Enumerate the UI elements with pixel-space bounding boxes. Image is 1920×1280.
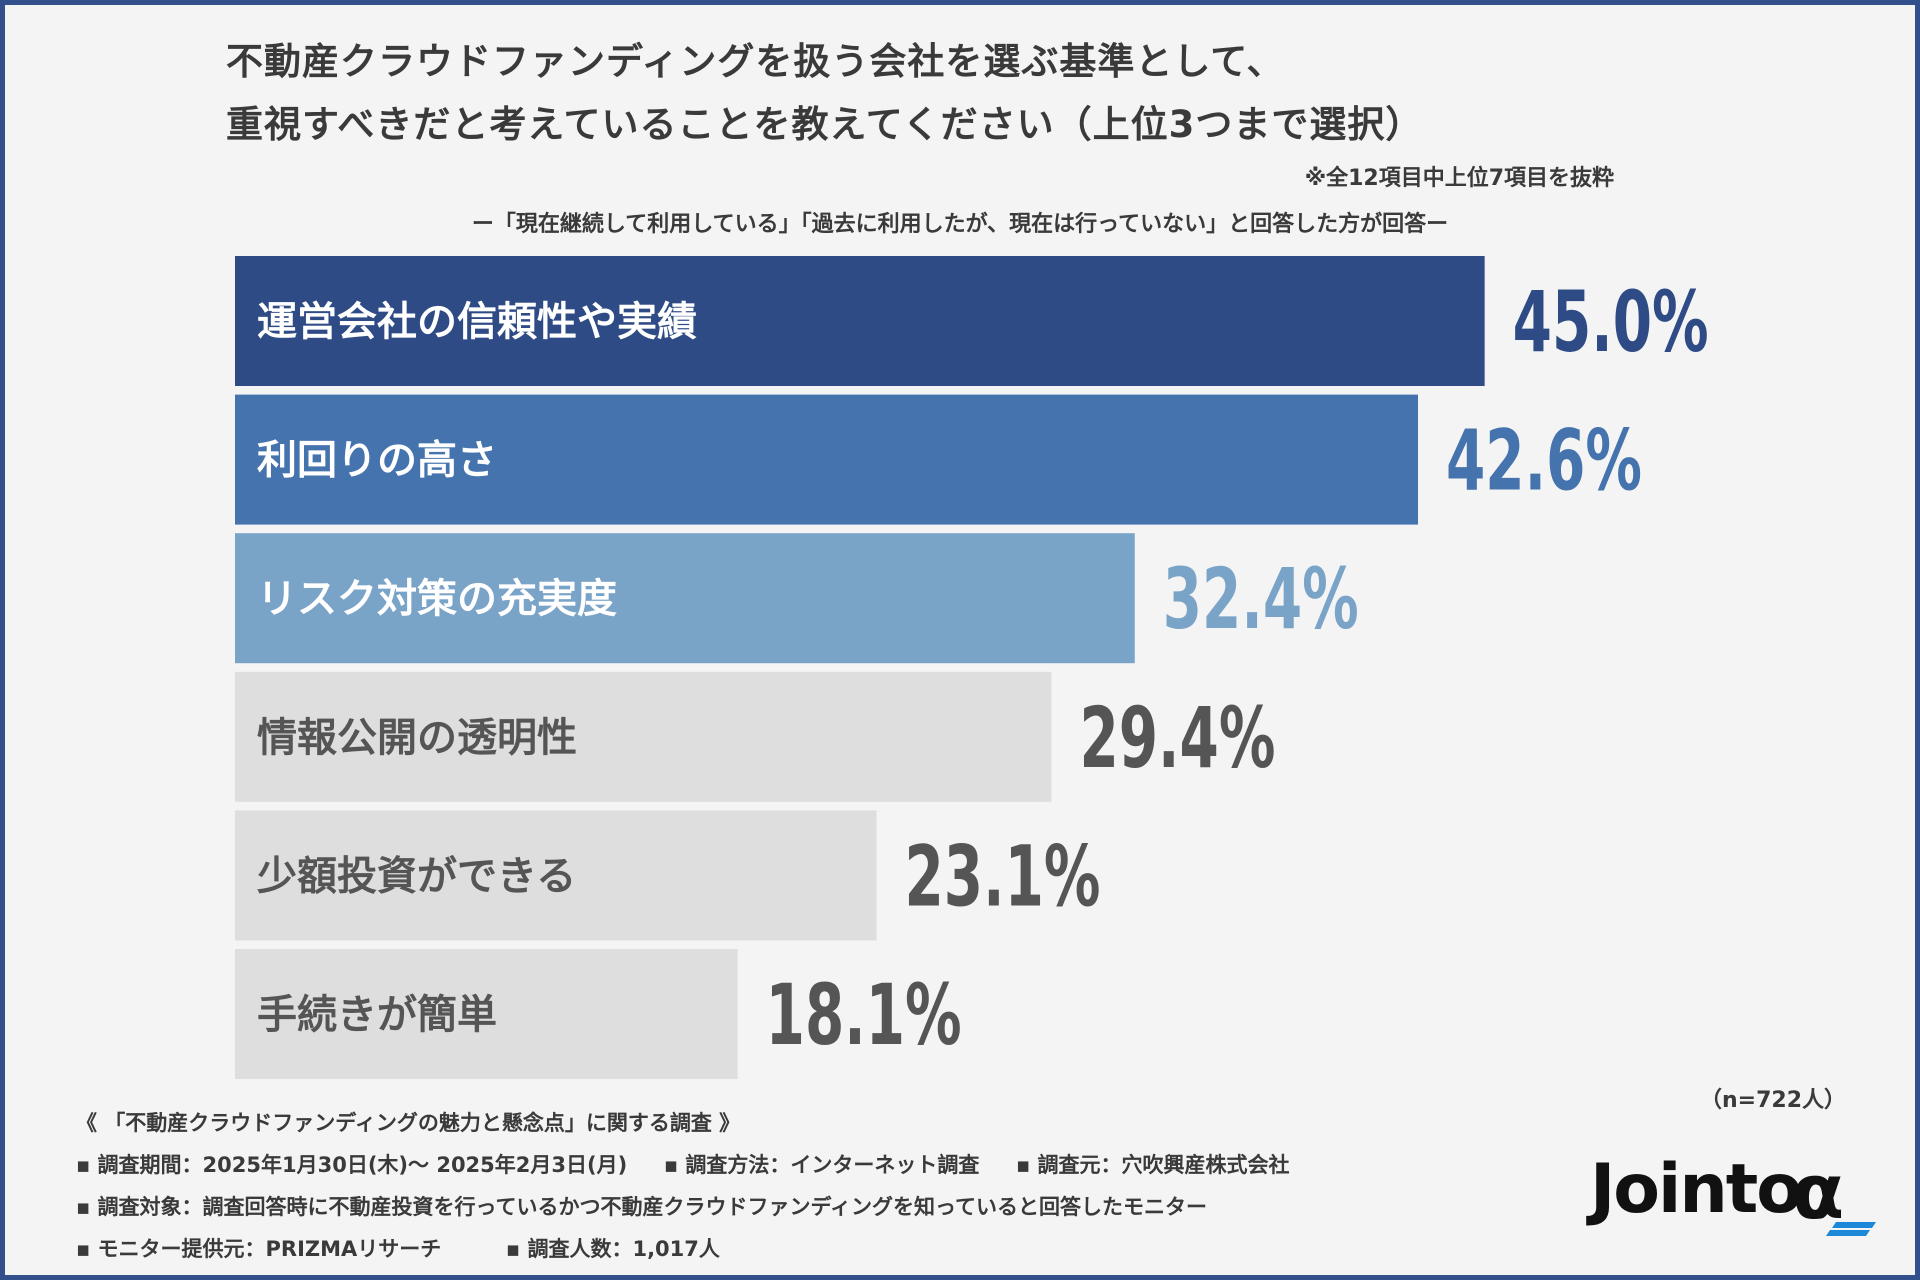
bar-group: 手続きが簡単 18.1% (235, 949, 962, 1079)
bar-category-label: リスク対策の充実度 (257, 576, 617, 622)
bar-group: 利回りの高さ 42.6% (235, 394, 1642, 525)
selection-note: ※全12項目中上位7項目を抜粋 (1304, 166, 1614, 191)
logo-accent-stripe-2 (1826, 1230, 1870, 1236)
sample-size: （n=722人） (1700, 1088, 1847, 1113)
monitor-provider: ▪ モニター提供元：PRIZMAリサーチ (76, 1237, 442, 1261)
bar (235, 671, 1052, 802)
bar-group: 運営会社の信頼性や実績 45.0% (235, 256, 1709, 386)
chart-title: 不動産クラウドファンディングを扱う会社を選ぶ基準として、 重視すべきだと考えてい… (226, 30, 1423, 156)
bar-value-label: 45.0% (1513, 273, 1709, 371)
bar-value-label: 18.1% (766, 966, 962, 1064)
survey-footer: 《 「不動産クラウドファンディングの魅力と懸念点」に関する調査 》 ▪ 調査期間… (76, 1102, 1290, 1270)
bar (235, 394, 1419, 525)
bar-value-label: 29.4% (1079, 689, 1275, 787)
jointo-alpha-logo: Jointo α (1590, 1150, 1890, 1240)
logo-accent-stripe-1 (1832, 1222, 1876, 1228)
logo-wordmark: Jointo (1590, 1150, 1803, 1229)
bar-value-label: 42.6% (1446, 412, 1642, 510)
bar-category-label: 利回りの高さ (257, 438, 497, 484)
chart-title-line1: 不動産クラウドファンディングを扱う会社を選ぶ基準として、 (226, 40, 1285, 83)
survey-organizer: ▪ 調査元：穴吹興産株式会社 (1016, 1153, 1290, 1177)
logo-symbol: α (1792, 1156, 1844, 1236)
chart-subtitle: ー「現在継続して利用している」「過去に利用したが、現在は行っていない」と回答した… (471, 212, 1449, 237)
bar (235, 533, 1135, 664)
bar-category-label: 手続きが簡単 (257, 992, 497, 1038)
alpha-logo-icon: α (1792, 1156, 1876, 1236)
bar-value-label: 23.1% (904, 827, 1100, 925)
bar-category-label: 少額投資ができる (257, 853, 576, 899)
survey-method: ▪ 調査方法：インターネット調査 (663, 1153, 980, 1177)
bar-category-label: 情報公開の透明性 (257, 715, 577, 761)
bar-group: 情報公開の透明性 29.4% (235, 671, 1275, 802)
survey-respondents: ▪ 調査人数：1,017人 (505, 1237, 720, 1261)
bar (235, 810, 877, 941)
bar-value-label: 32.4% (1163, 550, 1359, 648)
chart-title-line2: 重視すべきだと考えていることを教えてください（上位3つまで選択） (226, 103, 1424, 146)
survey-period: ▪ 調査期間：2025年1月30日(木)〜 2025年2月3日(月) (76, 1153, 628, 1177)
bar-category-label: 運営会社の信頼性や実績 (257, 299, 697, 345)
survey-name: 《 「不動産クラウドファンディングの魅力と懸念点」に関する調査 》 (76, 1111, 741, 1135)
bar-group: 少額投資ができる 23.1% (235, 810, 1100, 941)
bar (235, 256, 1485, 386)
survey-target: ▪ 調査対象：調査回答時に不動産投資を行っているかつ不動産クラウドファンディング… (76, 1195, 1207, 1219)
bar (235, 949, 738, 1079)
bar-group: リスク対策の充実度 32.4% (235, 533, 1359, 664)
